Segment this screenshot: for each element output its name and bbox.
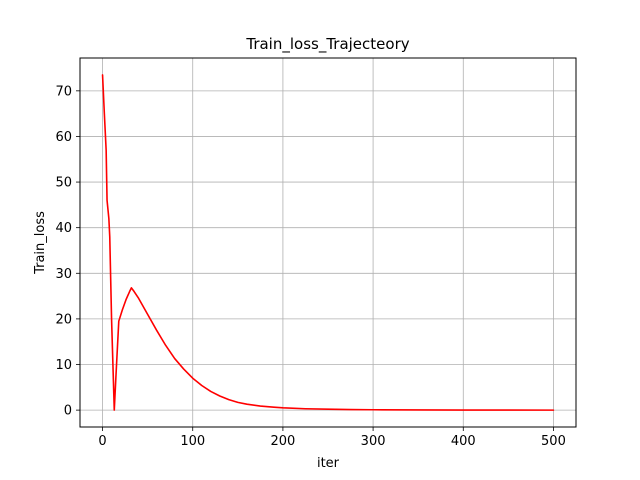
y-tick-label: 40 — [55, 221, 72, 236]
x-tick-label: 500 — [541, 434, 566, 449]
plot-frame — [79, 57, 577, 428]
x-tick-label: 400 — [451, 434, 476, 449]
x-tick-label: 100 — [180, 434, 205, 449]
chart-title: Train_loss_Trajecteory — [245, 35, 409, 54]
y-tick-label: 60 — [55, 130, 72, 145]
train-loss-line — [101, 74, 555, 411]
x-tick-label: 0 — [98, 434, 106, 449]
y-tick-label: 20 — [55, 312, 72, 327]
y-tick-label: 30 — [55, 267, 72, 282]
x-axis-label: iter — [317, 456, 340, 471]
y-tick-label: 0 — [64, 404, 72, 419]
y-tick-label: 50 — [55, 176, 72, 191]
series-layer — [101, 74, 555, 411]
x-tick-label: 200 — [270, 434, 295, 449]
axis-ticks: 0 100 200 300 400 500 0 10 20 30 40 50 60 70 — [55, 84, 565, 449]
y-tick-label: 70 — [55, 84, 72, 99]
grid-lines — [80, 58, 576, 427]
y-axis-label: Train_loss — [33, 211, 48, 275]
x-tick-label: 300 — [361, 434, 386, 449]
y-tick-label: 10 — [55, 358, 72, 373]
